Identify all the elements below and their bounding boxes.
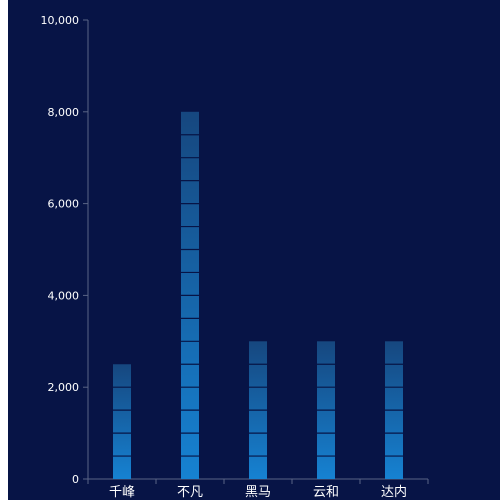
x-tick-label: 达内 bbox=[381, 484, 407, 500]
x-tick-label: 黑马 bbox=[245, 485, 271, 500]
y-tick-label: 8,000 bbox=[48, 106, 80, 119]
y-tick-label: 0 bbox=[72, 473, 79, 486]
x-tick-label: 云和 bbox=[313, 485, 339, 500]
y-tick-label: 10,000 bbox=[41, 14, 80, 27]
x-tick-label: 不凡 bbox=[177, 485, 203, 500]
y-tick-label: 6,000 bbox=[48, 198, 80, 211]
y-axis: 0 2,000 4,000 6,000 8,000 10,000 bbox=[41, 14, 89, 486]
bar-千峰 bbox=[113, 364, 131, 479]
y-tick-label: 2,000 bbox=[48, 381, 80, 394]
x-axis: 千峰 不凡 黑马 云和 达内 bbox=[87, 478, 429, 500]
bars bbox=[113, 111, 403, 480]
y-tick-label: 4,000 bbox=[48, 289, 80, 302]
x-tick-label: 千峰 bbox=[109, 485, 135, 500]
